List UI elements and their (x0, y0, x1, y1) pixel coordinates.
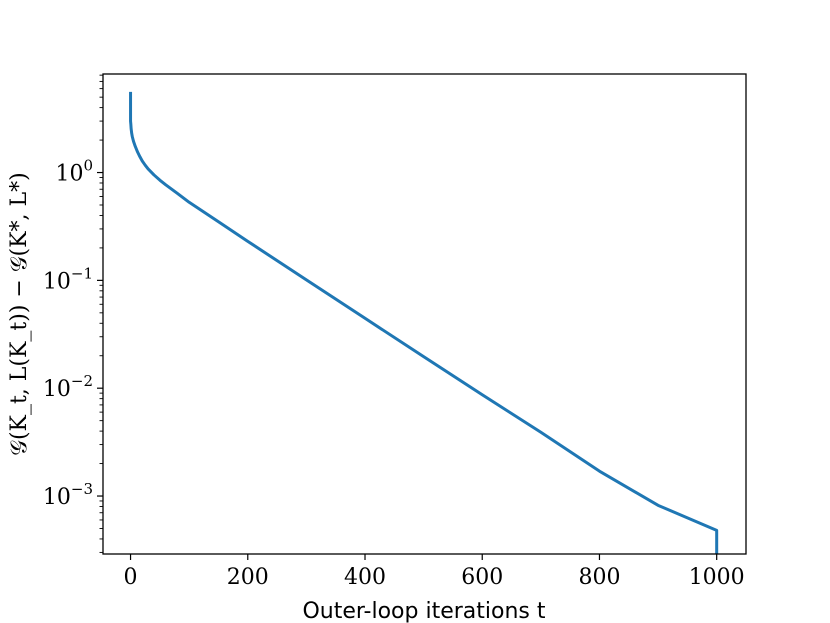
plot-frame (102, 73, 747, 555)
y-tick-exponent: 0 (83, 157, 93, 175)
x-tick-label: 1000 (689, 565, 745, 590)
y-tick-exponent: −3 (71, 480, 93, 498)
y-tick-label: 10−2 (43, 372, 93, 402)
x-axis-label-text: Outer-loop iterations t (302, 599, 545, 623)
y-tick-label: 100 (55, 157, 93, 187)
y-axis-label: 𝒢(K_t, L(K_t)) − 𝒢(K*, L*) (7, 172, 32, 455)
y-tick-exponent: −2 (71, 372, 93, 390)
y-tick-base: 10 (55, 162, 83, 187)
y-tick-base: 10 (43, 485, 71, 510)
series-line (129, 91, 719, 554)
y-tick-base: 10 (43, 377, 71, 402)
y-tick-label: 10−1 (43, 264, 93, 294)
x-tick-label: 0 (124, 565, 138, 590)
x-tick-label: 200 (227, 565, 269, 590)
y-tick-base: 10 (43, 269, 71, 294)
y-tick-label: 10−3 (43, 480, 93, 510)
x-tick-label: 400 (344, 565, 386, 590)
x-tick-label: 600 (461, 565, 503, 590)
x-tick-label: 800 (578, 565, 620, 590)
y-tick-exponent: −1 (71, 264, 93, 282)
y-axis-label-text: 𝒢(K_t, L(K_t)) − 𝒢(K*, L*) (7, 172, 32, 455)
x-axis-label: Outer-loop iterations t (302, 599, 545, 623)
x-axis-ticks: 0 200 400 600 800 1000 (124, 554, 745, 590)
plot-area (103, 74, 746, 554)
